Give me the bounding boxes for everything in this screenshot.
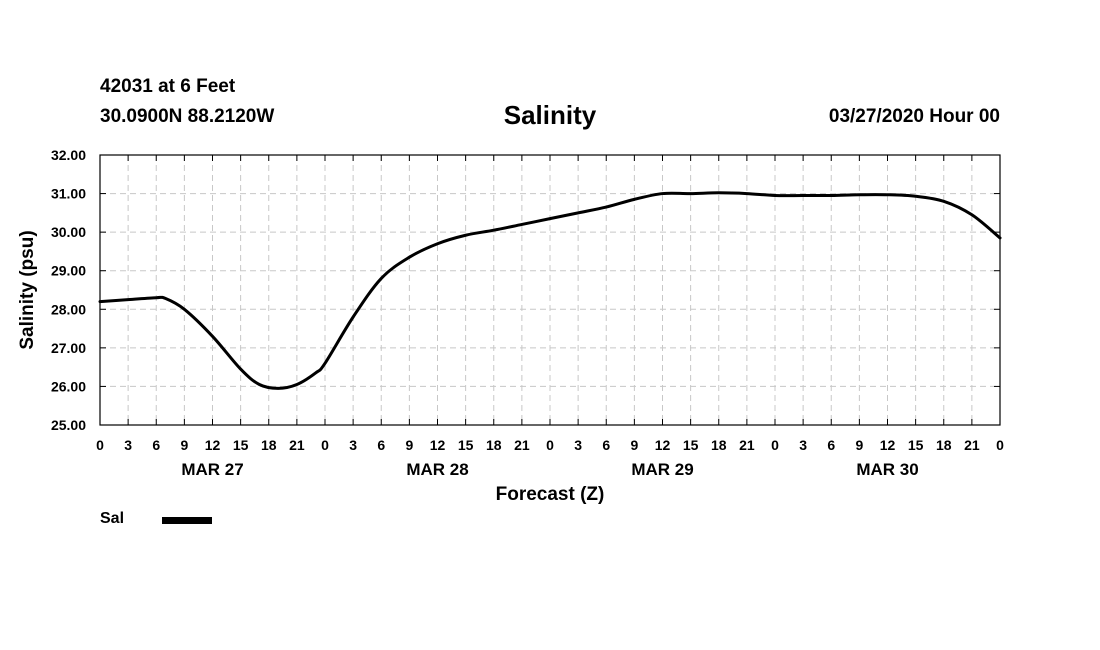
- x-tick-label: 21: [289, 437, 305, 453]
- x-tick-label: 18: [936, 437, 952, 453]
- y-tick-label: 32.00: [51, 147, 86, 163]
- x-tick-label: 0: [96, 437, 104, 453]
- date-label: MAR 27: [181, 460, 243, 479]
- x-tick-label: 3: [349, 437, 357, 453]
- x-tick-label: 21: [964, 437, 980, 453]
- legend-swatch: [162, 517, 212, 524]
- x-tick-label: 6: [827, 437, 835, 453]
- series-line-sal: [98, 191, 1002, 390]
- x-tick-label: 6: [602, 437, 610, 453]
- x-tick-labels: 0 3 6 9 12 15 18 21 0 3 6 9 12 15 18 21 0 3 6 9 12 15 18 21 0 3 6 9…: [96, 437, 1004, 453]
- x-tick-label: 0: [771, 437, 779, 453]
- date-label: MAR 28: [406, 460, 468, 479]
- y-tick-label: 30.00: [51, 224, 86, 240]
- x-tick-label: 3: [574, 437, 582, 453]
- x-tick-label: 3: [799, 437, 807, 453]
- x-tick-label: 12: [880, 437, 896, 453]
- x-tick-label: 9: [855, 437, 863, 453]
- x-tick-label: 18: [261, 437, 277, 453]
- y-tick-label: 28.00: [51, 301, 86, 317]
- x-tick-label: 3: [124, 437, 132, 453]
- x-tick-label: 0: [996, 437, 1004, 453]
- y-axis-title: Salinity (psu): [17, 230, 38, 349]
- x-tick-label: 15: [233, 437, 249, 453]
- x-tick-label: 9: [630, 437, 638, 453]
- x-tick-label: 6: [152, 437, 160, 453]
- station-label: 42031 at 6 Feet: [100, 76, 236, 97]
- x-tick-label: 0: [546, 437, 554, 453]
- x-tick-label: 9: [405, 437, 413, 453]
- x-tick-label: 12: [655, 437, 671, 453]
- station-coordinates: 30.0900N 88.2120W: [100, 106, 275, 127]
- y-tick-label: 25.00: [51, 417, 86, 433]
- x-tick-label: 0: [321, 437, 329, 453]
- y-tick-label: 31.00: [51, 186, 86, 202]
- x-tick-label: 15: [683, 437, 699, 453]
- x-tick-label: 9: [180, 437, 188, 453]
- y-tick-label: 26.00: [51, 378, 86, 394]
- x-tick-label: 21: [739, 437, 755, 453]
- x-tick-label: 12: [430, 437, 446, 453]
- x-axis-title: Forecast (Z): [496, 484, 605, 505]
- y-tick-labels: 25.00 26.00 27.00 28.00 29.00 30.00 31.00 32.00: [51, 147, 86, 433]
- x-tick-label: 12: [205, 437, 221, 453]
- axis-ticks: [99, 154, 1001, 426]
- date-label: MAR 29: [631, 460, 693, 479]
- x-tick-label: 21: [514, 437, 530, 453]
- y-tick-label: 29.00: [51, 263, 86, 279]
- y-tick-label: 27.00: [51, 340, 86, 356]
- x-tick-label: 18: [486, 437, 502, 453]
- x-tick-label: 15: [908, 437, 924, 453]
- x-tick-label: 18: [711, 437, 727, 453]
- grid-lines: [99, 154, 1001, 426]
- forecast-timestamp: 03/27/2020 Hour 00: [828, 106, 1000, 127]
- date-label: MAR 30: [856, 460, 918, 479]
- chart-title: Salinity: [503, 100, 597, 130]
- date-labels: MAR 27 MAR 28 MAR 29 MAR 30: [181, 460, 918, 479]
- x-tick-label: 15: [458, 437, 474, 453]
- x-tick-label: 6: [377, 437, 385, 453]
- legend-label: Sal: [100, 510, 125, 527]
